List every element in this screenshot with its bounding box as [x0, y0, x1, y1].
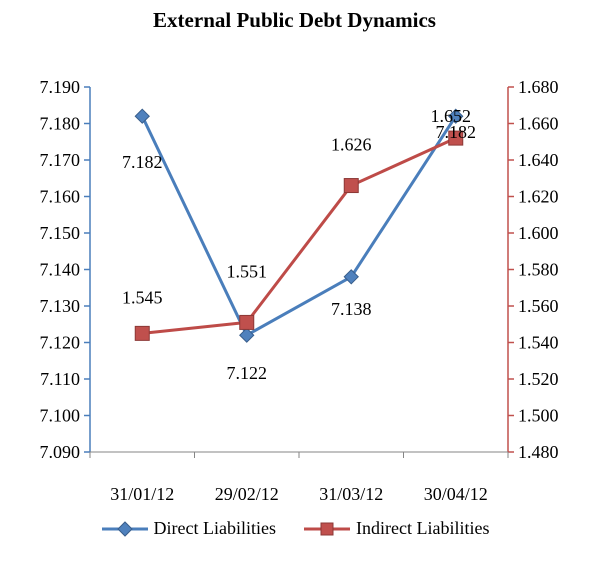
y-left-tick-label: 7.140 [40, 260, 81, 280]
y-left-tick-label: 7.130 [40, 296, 81, 316]
y-left-tick-label: 7.120 [40, 333, 81, 353]
y-left-tick-label: 7.100 [40, 406, 81, 426]
legend-label-direct: Direct Liabilities [153, 518, 276, 538]
y-right-tick-label: 1.660 [518, 114, 559, 134]
legend: Direct Liabilities Indirect Liabilities [0, 518, 589, 539]
data-label-indirect: 1.551 [227, 261, 268, 281]
data-label-direct: 7.182 [122, 152, 163, 172]
y-left-tick-label: 7.180 [40, 114, 81, 134]
chart-title: External Public Debt Dynamics [153, 8, 436, 32]
y-right-tick-label: 1.480 [518, 442, 559, 462]
data-label-indirect: 1.652 [431, 106, 472, 126]
data-label-direct: 7.138 [331, 299, 372, 319]
data-point-direct [343, 269, 359, 285]
y-right-tick-label: 1.620 [518, 187, 559, 207]
x-tick-label: 31/03/12 [319, 484, 383, 504]
series-line-direct-liabilities [140, 115, 458, 337]
y-left-tick-label: 7.160 [40, 187, 81, 207]
legend-label-indirect: Indirect Liabilities [356, 518, 490, 538]
legend-swatch-direct [101, 520, 148, 537]
data-labels: 7.182 7.122 7.138 7.182 1.545 1.551 1.626 1.652 [122, 106, 476, 383]
data-point-indirect [343, 178, 359, 194]
x-tick-label: 30/04/12 [424, 484, 488, 504]
y-right-tick-label: 1.600 [518, 223, 559, 243]
y-left-tick-label: 7.090 [40, 442, 81, 462]
data-point-indirect [448, 130, 464, 146]
y-left-tick-label: 7.110 [40, 369, 80, 389]
data-point-direct [134, 108, 150, 124]
data-point-indirect [134, 325, 150, 341]
x-tick-label: 31/01/12 [110, 484, 174, 504]
legend-item-indirect-liabilities: Indirect Liabilities [302, 518, 489, 539]
legend-item-direct-liabilities: Direct Liabilities [100, 518, 276, 539]
series-layer [134, 108, 464, 343]
y-right-tick-label: 1.680 [518, 77, 559, 97]
y-left-tick-label: 7.170 [40, 150, 81, 170]
y-left-tick-label: 7.150 [40, 223, 81, 243]
y-right-tick-label: 1.560 [518, 296, 559, 316]
data-point-direct [448, 108, 464, 124]
y-right-tick-label: 1.640 [518, 150, 559, 170]
y-right-tick-label: 1.580 [518, 260, 559, 280]
data-point-indirect [239, 314, 255, 330]
series-line-indirect-liabilities [142, 136, 457, 335]
y-right-tick-label: 1.500 [518, 406, 559, 426]
data-label-indirect: 1.545 [122, 287, 163, 307]
data-point-direct [239, 327, 255, 343]
x-tick-label: 29/02/12 [215, 484, 279, 504]
data-label-direct: 7.122 [227, 363, 268, 383]
y-right-tick-label: 1.520 [518, 369, 559, 389]
y-left-tick-label: 7.190 [40, 77, 81, 97]
legend-swatch-indirect [304, 522, 350, 535]
y-right-tick-label: 1.540 [518, 333, 559, 353]
data-label-indirect: 1.626 [331, 135, 372, 155]
data-label-direct: 7.182 [436, 122, 477, 142]
axes: 7.190 7.180 7.170 7.160 7.150 7.140 7.130 7.120… [40, 77, 559, 504]
